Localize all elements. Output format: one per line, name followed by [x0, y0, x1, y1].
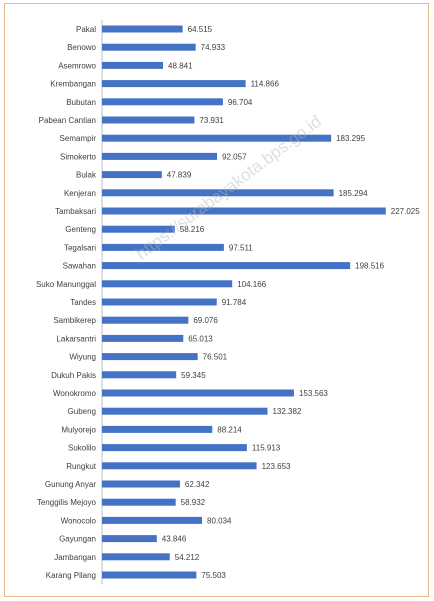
- bar: [102, 444, 247, 452]
- category-label: Gayungan: [59, 535, 96, 544]
- watermark: https://surabayakota.bps.go.id: [132, 112, 325, 264]
- data-label: 73.931: [199, 116, 224, 125]
- data-label: 58.932: [181, 498, 206, 507]
- bar: [102, 498, 176, 506]
- bar: [102, 189, 334, 197]
- data-label: 104.166: [237, 280, 266, 289]
- data-label: 115.913: [252, 444, 281, 453]
- bar: [102, 407, 268, 415]
- bar: [102, 516, 203, 524]
- category-label: Mulyorejo: [61, 425, 96, 434]
- category-label: Krembangan: [50, 80, 96, 89]
- data-label: 76.501: [203, 353, 228, 362]
- data-label: 114.866: [251, 80, 280, 89]
- category-label: Benowo: [67, 43, 96, 52]
- category-label: Tambaksari: [55, 207, 96, 216]
- category-label: Gubeng: [68, 407, 96, 416]
- bar: [102, 389, 294, 397]
- bar: [102, 316, 189, 324]
- data-label: 123.653: [262, 462, 291, 471]
- bar: [102, 298, 217, 306]
- bar: [102, 98, 223, 106]
- category-label: Wonokromo: [53, 389, 97, 398]
- category-label: Wonocolo: [61, 516, 97, 525]
- data-label: 96.704: [228, 98, 253, 107]
- bar: [102, 334, 184, 342]
- bar: [102, 462, 257, 470]
- category-label: Dukuh Pakis: [51, 371, 96, 380]
- bar: [102, 280, 233, 288]
- data-label: 88.214: [217, 425, 242, 434]
- category-label: Rungkut: [66, 462, 97, 471]
- bar: [102, 480, 180, 488]
- data-label: 80.034: [207, 516, 232, 525]
- category-label: Asemrowo: [58, 61, 96, 70]
- data-label: 64.515: [188, 25, 213, 34]
- bar: [102, 371, 177, 379]
- category-label: Semampir: [60, 134, 97, 143]
- bar: [102, 353, 198, 361]
- bar: [102, 571, 197, 579]
- bar: [102, 262, 351, 270]
- category-label: Sukolilo: [68, 444, 97, 453]
- bars: [102, 25, 386, 579]
- data-label: 75.503: [201, 571, 226, 580]
- data-label: 58.216: [180, 225, 205, 234]
- bar: [102, 171, 162, 179]
- bar: [102, 61, 164, 69]
- data-label: 43.846: [162, 535, 187, 544]
- category-label: Bubutan: [66, 98, 96, 107]
- category-label: Tenggilis Mejoyo: [37, 498, 97, 507]
- bar: [102, 243, 224, 251]
- data-label: 132.382: [272, 407, 301, 416]
- category-label: Suko Manunggal: [36, 280, 96, 289]
- bar: [102, 134, 332, 142]
- data-label: 92.057: [222, 152, 247, 161]
- bar: [102, 80, 246, 88]
- category-label: Pakal: [76, 25, 96, 34]
- category-label: Karang Pilang: [46, 571, 96, 580]
- bar: [102, 425, 213, 433]
- data-label: 153.563: [299, 389, 328, 398]
- category-label: Tegalsari: [64, 243, 96, 252]
- data-label: 62.342: [185, 480, 210, 489]
- bar: [102, 225, 175, 233]
- bar: [102, 116, 195, 124]
- category-label: Sambikerep: [53, 316, 96, 325]
- category-label: Kenjeran: [64, 189, 96, 198]
- data-label: 69.076: [193, 316, 218, 325]
- data-label: 59.345: [181, 371, 206, 380]
- data-label: 91.784: [222, 298, 247, 307]
- category-label: Wiyung: [69, 353, 96, 362]
- data-label: 185.294: [339, 189, 368, 198]
- data-label: 198.516: [355, 262, 384, 271]
- category-label: Pabean Cantian: [39, 116, 96, 125]
- category-label: Bulak: [76, 171, 97, 180]
- bar: [102, 207, 386, 215]
- bar: [102, 553, 170, 561]
- bar: [102, 152, 218, 160]
- data-label: 54.212: [175, 553, 200, 562]
- data-label: 227.025: [391, 207, 420, 216]
- data-label: 65.013: [188, 334, 213, 343]
- category-label: Sawahan: [63, 262, 96, 271]
- data-label: 48.841: [168, 61, 193, 70]
- data-label: 74.933: [201, 43, 226, 52]
- category-label: Simokerto: [60, 152, 97, 161]
- category-label: Gunung Anyar: [45, 480, 96, 489]
- value-labels: 64.515 74.933 48.841 114.866 96.704 73.931 183…: [162, 25, 420, 580]
- category-label: Tandes: [70, 298, 96, 307]
- bar: [102, 25, 183, 33]
- category-label: Lakarsantri: [56, 334, 96, 343]
- category-label: Genteng: [65, 225, 96, 234]
- bar: [102, 43, 196, 51]
- data-label: 183.295: [336, 134, 365, 143]
- category-label: Jambangan: [54, 553, 96, 562]
- bar: [102, 535, 157, 543]
- data-label: 97.511: [229, 243, 253, 252]
- data-label: 47.839: [167, 171, 192, 180]
- category-labels: Pakal Benowo Asemrowo Krembangan Bubutan Pabe…: [36, 25, 97, 580]
